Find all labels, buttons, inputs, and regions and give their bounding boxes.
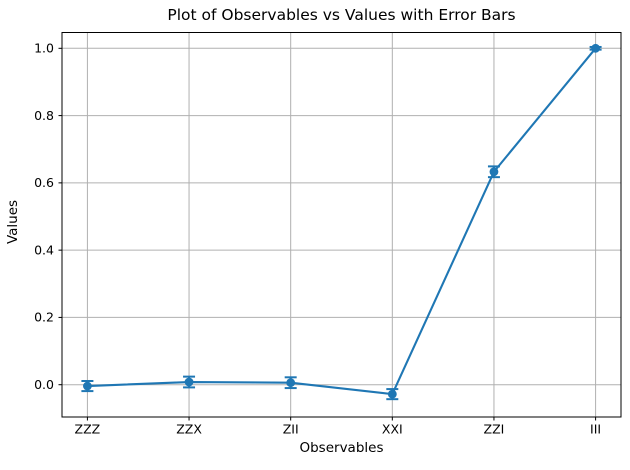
x-tick-label-ZZZ: ZZZ xyxy=(75,422,101,437)
x-tick-label-ZII: ZII xyxy=(283,422,299,437)
data-point-XXI xyxy=(387,389,397,399)
y-axis-label: Values xyxy=(5,199,21,245)
x-tick-label-XXI: XXI xyxy=(382,422,403,437)
y-tick-label-1.0: 1.0 xyxy=(34,41,54,56)
data-point-III xyxy=(591,43,600,53)
x-tick-label-ZZX: ZZX xyxy=(176,422,202,437)
data-point-ZZX xyxy=(184,377,194,387)
axes-frame xyxy=(61,32,622,418)
x-axis-label: Observables xyxy=(299,440,384,456)
x-tick-label-III: III xyxy=(590,422,601,437)
y-tick-label-0.0: 0.0 xyxy=(34,377,54,392)
data-line xyxy=(87,47,597,396)
x-tick-label-ZZI: ZZI xyxy=(484,422,505,437)
y-tick-label-0.8: 0.8 xyxy=(34,108,54,123)
y-tick-label-0.6: 0.6 xyxy=(34,175,54,190)
data-point-ZZI xyxy=(489,167,499,177)
data-point-ZZZ xyxy=(83,381,92,391)
y-tick-label-0.2: 0.2 xyxy=(34,310,54,325)
y-tick-label-0.4: 0.4 xyxy=(34,242,54,257)
data-point-ZII xyxy=(286,378,296,388)
chart-title: Plot of Observables vs Values with Error… xyxy=(167,6,516,24)
